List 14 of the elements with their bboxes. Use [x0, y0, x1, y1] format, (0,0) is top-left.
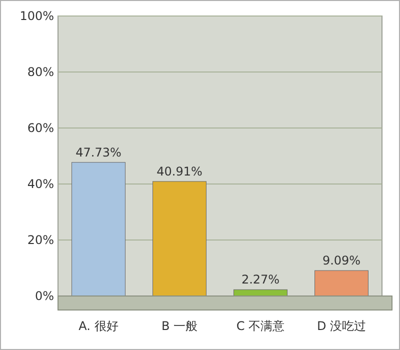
y-tick-label: 60%	[27, 121, 54, 135]
y-tick-label: 0%	[34, 289, 54, 303]
x-tick-label: B 一般	[161, 319, 198, 333]
data-label: 2.27%	[241, 272, 280, 287]
x-tick-label: D 没吃过	[316, 319, 366, 333]
y-tick-label: 20%	[27, 233, 54, 247]
data-label: 47.73%	[76, 145, 122, 160]
y-tick-label: 100%	[20, 9, 54, 23]
x-tick-label: A. 很好	[78, 319, 118, 333]
y-tick-label: 40%	[27, 177, 54, 191]
data-label: 40.91%	[156, 164, 202, 178]
x-tick-label: C 不满意	[236, 319, 285, 333]
y-tick-label: 80%	[27, 65, 54, 79]
data-label: 9.09%	[322, 254, 361, 268]
